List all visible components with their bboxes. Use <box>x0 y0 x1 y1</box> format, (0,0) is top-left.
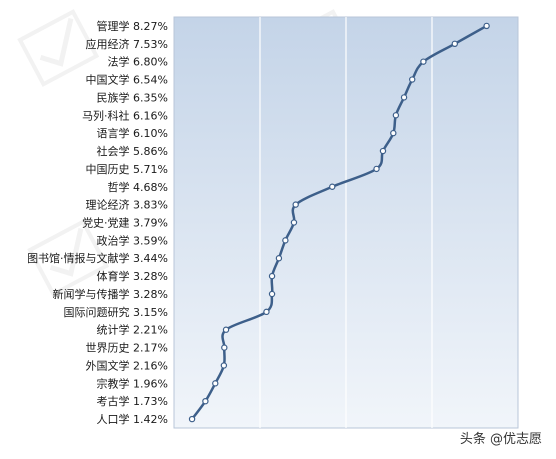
watermark-logo <box>27 219 110 297</box>
data-point <box>329 183 336 190</box>
data-point <box>292 201 299 208</box>
category-label: 考古学 1.73% <box>97 394 168 408</box>
data-point <box>483 22 490 30</box>
category-label: 中国历史 5.71% <box>86 163 168 176</box>
category-label: 统计学 2.21% <box>97 323 168 337</box>
data-point <box>221 344 228 351</box>
data-point <box>268 272 276 280</box>
category-label: 新闻学与传播学 3.28% <box>53 287 168 301</box>
data-point <box>290 219 298 226</box>
category-label: 马列·科社 6.16% <box>82 108 168 122</box>
grid-lines <box>259 17 433 428</box>
category-label: 党史·党建 3.79% <box>82 216 168 230</box>
category-label: 民族学 6.35% <box>97 90 168 104</box>
data-point <box>409 76 416 83</box>
category-label: 国际问题研究 3.15% <box>64 305 168 319</box>
category-label: 法学 6.80% <box>108 55 168 69</box>
category-label: 社会学 5.86% <box>97 144 168 158</box>
data-point <box>222 326 230 333</box>
data-point <box>373 165 380 173</box>
category-label: 体育学 3.28% <box>97 269 168 283</box>
category-label: 理论经济 3.83% <box>86 198 168 212</box>
category-label: 政治学 3.59% <box>97 233 168 247</box>
watermark-logo <box>17 9 100 87</box>
data-point <box>400 94 408 101</box>
category-label: 应用经济 7.53% <box>86 37 168 51</box>
data-points <box>188 22 490 423</box>
source-watermark-text: 头条 @优志愿 <box>459 432 542 447</box>
data-point <box>392 112 400 119</box>
category-label: 中国文学 6.54% <box>86 73 168 87</box>
data-point <box>202 397 209 405</box>
data-point <box>451 40 458 48</box>
data-point <box>379 147 387 155</box>
category-label: 宗教学 1.96% <box>97 376 168 390</box>
category-label: 人口学 1.42% <box>97 412 168 426</box>
data-point <box>282 237 289 244</box>
category-label: 管理学 8.27% <box>97 19 168 33</box>
category-label: 外国文学 2.16% <box>86 358 168 372</box>
data-point <box>212 380 219 387</box>
data-point <box>263 308 270 316</box>
category-label: 图书馆·情报与文献学 3.44% <box>27 251 168 265</box>
category-labels: 管理学 8.27% 应用经济 7.53% 法学 6.80% 中国文学 6.54% 民族学… <box>27 19 168 426</box>
category-label: 哲学 4.68% <box>108 180 168 194</box>
data-point <box>390 129 397 137</box>
data-point <box>188 415 196 423</box>
data-point <box>275 255 283 262</box>
data-point <box>220 362 228 369</box>
category-label: 世界历史 2.17% <box>86 342 168 355</box>
data-point <box>268 290 276 298</box>
category-label: 语言学 6.10% <box>97 126 168 140</box>
data-point <box>420 58 427 65</box>
